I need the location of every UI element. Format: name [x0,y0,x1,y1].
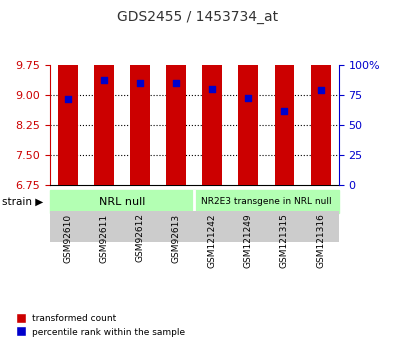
Point [101,77,107,82]
Bar [50,190,194,213]
Point [64,96,71,101]
Text: GDS2455 / 1453734_at: GDS2455 / 1453734_at [117,10,278,24]
Text: NR2E3 transgene in NRL null: NR2E3 transgene in NRL null [201,197,332,206]
Legend: transformed count, percentile rank within the sample: transformed count, percentile rank withi… [12,310,189,341]
Point [209,87,215,92]
Text: GSM121242: GSM121242 [208,214,217,268]
Bar [275,0,294,185]
Bar [58,0,77,185]
Bar [194,211,230,242]
Bar [86,211,122,242]
Bar [122,211,158,242]
Bar [166,0,186,185]
Bar [303,211,339,242]
Point [318,88,324,93]
Point [245,95,252,100]
Text: GSM121315: GSM121315 [280,214,289,268]
Bar [230,211,266,242]
Point [137,80,143,86]
Text: GSM121249: GSM121249 [244,214,253,268]
Bar [202,0,222,185]
Bar [50,211,86,242]
Bar [94,0,114,185]
Bar [310,0,331,185]
Bar [130,0,150,185]
Text: GSM92611: GSM92611 [99,214,108,263]
Bar [158,211,194,242]
Text: GSM92610: GSM92610 [63,214,72,263]
Text: strain ▶: strain ▶ [2,197,44,207]
Text: NRL null: NRL null [99,197,145,207]
Text: GSM92612: GSM92612 [135,214,145,263]
Point [281,108,288,114]
Bar [194,190,339,213]
Bar [266,211,303,242]
Text: GSM92613: GSM92613 [171,214,181,263]
Text: GSM121316: GSM121316 [316,214,325,268]
Point [173,80,179,86]
Bar [239,0,258,185]
